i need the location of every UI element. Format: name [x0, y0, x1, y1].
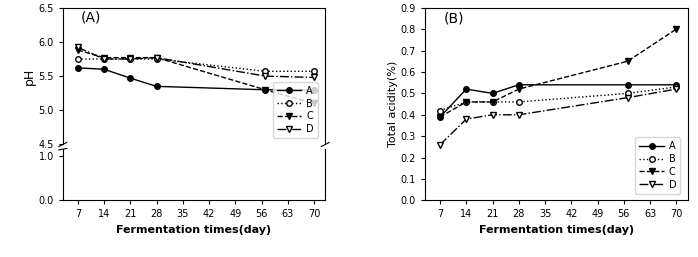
D [623, 96, 632, 99]
B [73, 58, 82, 61]
Line: B: B [437, 84, 679, 113]
C [489, 100, 497, 104]
D [436, 143, 444, 146]
Line: A: A [75, 65, 317, 93]
D [489, 113, 497, 116]
B [152, 58, 161, 61]
Line: D: D [437, 86, 679, 148]
A [623, 83, 632, 86]
Line: B: B [75, 56, 317, 74]
X-axis label: Fermentation times(day): Fermentation times(day) [117, 225, 272, 235]
Line: D: D [75, 45, 317, 80]
B [514, 100, 523, 104]
B [623, 92, 632, 95]
D [100, 58, 108, 61]
B [489, 100, 497, 104]
B [672, 85, 681, 88]
B [462, 100, 470, 104]
A [310, 88, 318, 91]
C [310, 102, 318, 105]
D [261, 75, 269, 78]
D [514, 113, 523, 116]
A [436, 115, 444, 118]
Line: A: A [437, 82, 679, 120]
Legend: A, B, C, D: A, B, C, D [635, 137, 680, 194]
B [126, 58, 135, 61]
B [261, 70, 269, 73]
D [73, 46, 82, 49]
A [126, 77, 135, 80]
Text: (B): (B) [443, 12, 464, 25]
C [100, 56, 108, 59]
Legend: A, B, C, D: A, B, C, D [273, 82, 318, 138]
X-axis label: Fermentation times(day): Fermentation times(day) [479, 225, 634, 235]
D [310, 76, 318, 79]
Y-axis label: pH: pH [22, 68, 36, 85]
B [310, 70, 318, 73]
D [672, 88, 681, 91]
Line: C: C [437, 26, 679, 120]
A [261, 88, 269, 91]
A [100, 68, 108, 71]
A [489, 92, 497, 95]
D [152, 56, 161, 59]
C [514, 88, 523, 91]
C [436, 115, 444, 118]
C [462, 100, 470, 104]
C [623, 60, 632, 63]
C [73, 49, 82, 52]
A [73, 66, 82, 69]
D [462, 117, 470, 121]
B [436, 109, 444, 112]
D [126, 58, 135, 61]
Y-axis label: Total acidity(%): Total acidity(%) [388, 61, 398, 147]
A [672, 83, 681, 86]
B [100, 58, 108, 61]
Text: (A): (A) [81, 11, 102, 24]
C [152, 56, 161, 59]
A [152, 85, 161, 88]
C [261, 88, 269, 91]
C [126, 56, 135, 59]
A [462, 88, 470, 91]
A [514, 83, 523, 86]
C [672, 27, 681, 31]
Line: C: C [75, 47, 317, 106]
